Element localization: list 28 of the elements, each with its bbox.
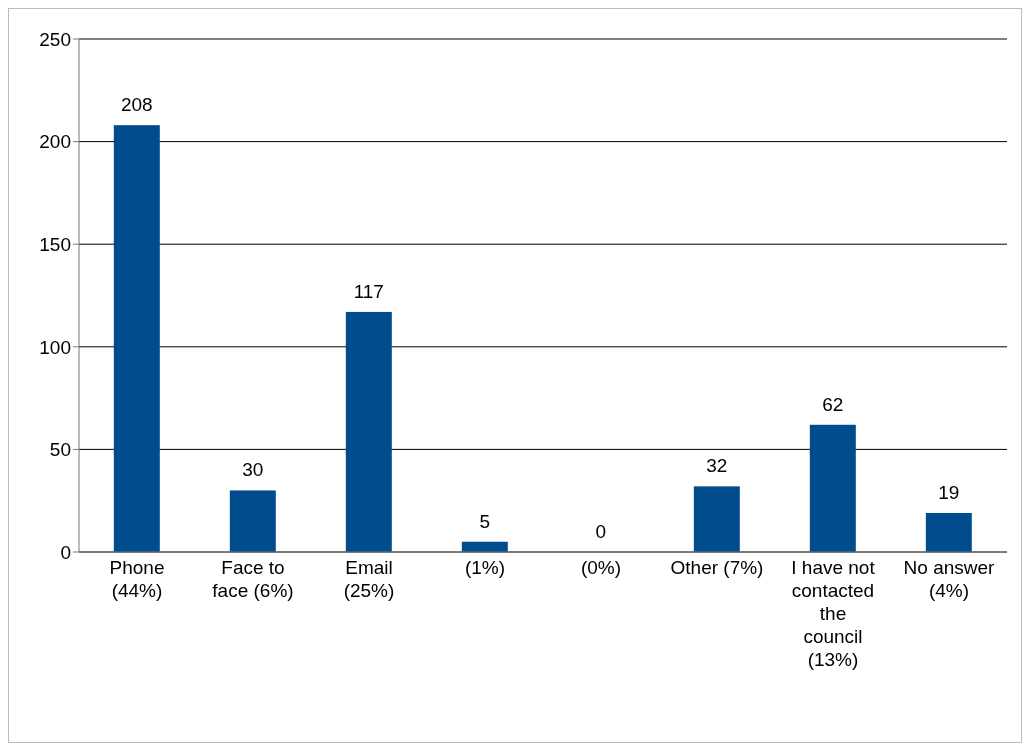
x-tick-label: Face to face (6%) — [212, 557, 294, 601]
data-label: 117 — [353, 280, 384, 302]
data-label: 208 — [120, 94, 153, 116]
x-tick-label: Email (25%) — [343, 557, 395, 601]
x-tick-label: I have not contacted the council (13%) — [791, 557, 876, 670]
bar — [113, 125, 160, 552]
bar — [229, 490, 276, 552]
data-label: 32 — [706, 455, 728, 477]
y-tick-label: 200 — [39, 131, 71, 153]
y-tick-label: 0 — [60, 541, 71, 563]
data-label: 30 — [242, 459, 264, 481]
data-label: 62 — [822, 393, 844, 415]
y-tick-label: 150 — [39, 233, 71, 255]
x-tick-label: Other (7%) — [670, 557, 764, 578]
y-tick-label: 250 — [39, 28, 71, 50]
data-label: 5 — [479, 510, 491, 532]
bar — [345, 311, 392, 552]
data-label: 0 — [595, 521, 607, 542]
y-tick-label: 50 — [49, 439, 71, 461]
data-label: 19 — [938, 482, 960, 504]
bar — [693, 486, 740, 552]
x-tick-label: Phone (44%) — [109, 557, 165, 601]
y-tick-label: 100 — [39, 336, 71, 358]
x-tick-label: (0%) — [580, 557, 622, 578]
x-tick-label: No answer (4%) — [903, 557, 996, 601]
x-tick-label: (1%) — [464, 557, 506, 578]
bar — [809, 424, 856, 552]
bar — [925, 513, 972, 552]
